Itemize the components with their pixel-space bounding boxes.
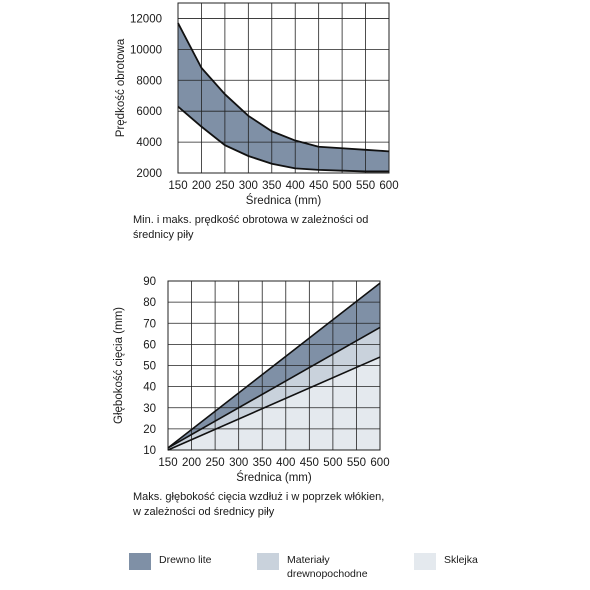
chart1-x-axis-label: Średnica (mm) xyxy=(246,194,322,207)
chart1-x-tick-label: 550 xyxy=(356,180,375,192)
chart1-max-line xyxy=(177,22,390,153)
chart1-x-tick-label: 350 xyxy=(262,180,281,192)
chart1-y-tick-label: 4000 xyxy=(136,137,162,149)
chart1-y-tick-label: 8000 xyxy=(136,75,162,87)
legend-item-solid-wood: Drewno lite xyxy=(129,553,212,570)
chart1-x-tick-label: 250 xyxy=(215,180,234,192)
chart1-y-tick-label: 10000 xyxy=(130,44,162,56)
legend-label-solid-wood: Drewno lite xyxy=(159,553,212,567)
chart1-y-tick-label: 6000 xyxy=(136,106,162,118)
chart1-x-tick-label: 450 xyxy=(309,180,328,192)
chart1-x-tick-label: 300 xyxy=(239,180,258,192)
legend-label-wood-based: Materiały drewnopochodne xyxy=(287,553,368,581)
chart2-caption-line2: w zależności od średnicy piły xyxy=(133,506,275,518)
legend-label-plywood-line1: Sklejka xyxy=(444,554,478,566)
legend-swatch-solid-wood xyxy=(129,553,151,570)
chart1-frame xyxy=(177,2,390,174)
chart1-min-line xyxy=(177,105,389,173)
chart1-y-tick-label: 2000 xyxy=(136,168,162,180)
chart1-x-tick-label: 500 xyxy=(333,180,352,192)
legend-label-wood-based-line2: drewnopochodne xyxy=(287,568,368,580)
legend-item-plywood: Sklejka xyxy=(414,553,478,570)
chart1-caption: Min. i maks. prędkość obrotowa w zależno… xyxy=(133,213,433,243)
chart1-x-tick-label: 150 xyxy=(168,180,187,192)
chart1-y-tick-label: 12000 xyxy=(130,13,162,25)
chart2-caption: Maks. głębokość cięcia wzdłuż i w poprze… xyxy=(133,490,453,520)
chart1-caption-line1: Min. i maks. prędkość obrotowa w zależno… xyxy=(133,214,369,226)
legend-swatch-wood-based xyxy=(257,553,279,570)
legend-item-wood-based: Materiały drewnopochodne xyxy=(257,553,368,581)
chart1-x-tick-label: 600 xyxy=(379,180,398,192)
chart2-caption-line1: Maks. głębokość cięcia wzdłuż i w poprze… xyxy=(133,491,385,503)
legend-label-wood-based-line1: Materiały xyxy=(287,554,330,566)
chart1-y-axis-label: Prędkość obrotowa xyxy=(115,38,127,137)
chart1-x-tick-label: 400 xyxy=(286,180,305,192)
chart1-range-band xyxy=(178,23,389,172)
legend-label-solid-wood-line1: Drewno lite xyxy=(159,554,212,566)
chart1-caption-line2: średnicy piły xyxy=(133,229,194,241)
chart1-x-tick-label: 200 xyxy=(192,180,211,192)
legend-swatch-plywood xyxy=(414,553,436,570)
legend-label-plywood: Sklejka xyxy=(444,553,478,567)
